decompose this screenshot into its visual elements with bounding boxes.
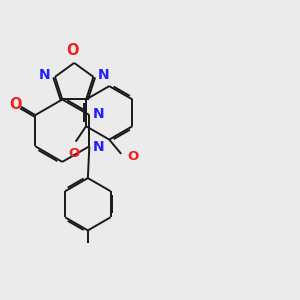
Text: N: N [93, 107, 105, 122]
Text: N: N [39, 68, 50, 83]
Text: O: O [69, 147, 80, 160]
Text: N: N [98, 68, 109, 83]
Text: O: O [67, 43, 79, 58]
Text: O: O [9, 97, 22, 112]
Text: O: O [128, 150, 139, 163]
Text: N: N [93, 140, 105, 154]
